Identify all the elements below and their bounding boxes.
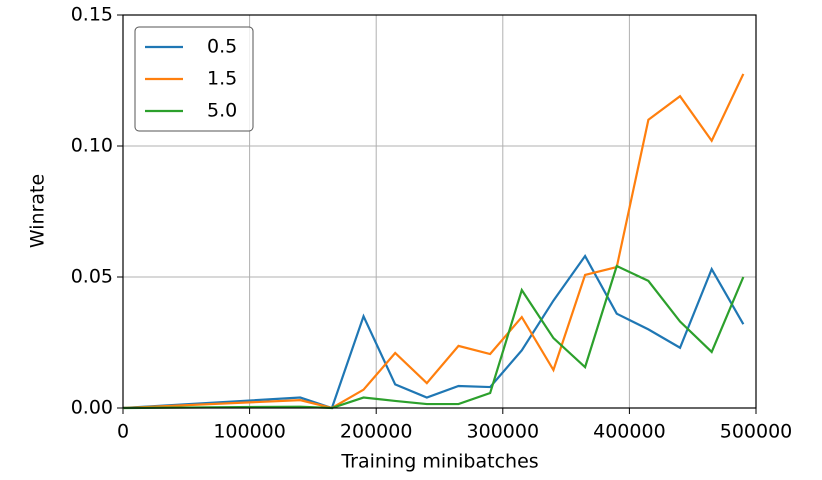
- legend-label: 1.5: [207, 68, 237, 90]
- x-tick-label: 200000: [340, 421, 413, 443]
- x-tick-label: 400000: [593, 421, 666, 443]
- x-tick-label: 300000: [467, 421, 540, 443]
- x-tick-label: 0: [117, 421, 129, 443]
- y-tick-label: 0.00: [71, 397, 113, 419]
- x-tick-label: 100000: [213, 421, 286, 443]
- plot-frame: [122, 14, 757, 409]
- y-tick-label: 0.15: [71, 4, 113, 26]
- x-tick-label: 500000: [720, 421, 793, 443]
- line: [122, 73, 745, 410]
- y-axis-label: Winrate: [27, 174, 49, 248]
- y-tick-label: 0.05: [71, 266, 113, 288]
- y-tick-label: 0.10: [71, 135, 113, 157]
- legend-label: 5.0: [207, 100, 237, 122]
- x-axis-label: Training minibatches: [340, 451, 538, 473]
- line: [122, 253, 745, 410]
- legend-box: [134, 26, 254, 132]
- legend-label: 0.5: [207, 36, 237, 58]
- line: [122, 264, 745, 410]
- legend: 0.5 1.5 5.0: [134, 26, 254, 132]
